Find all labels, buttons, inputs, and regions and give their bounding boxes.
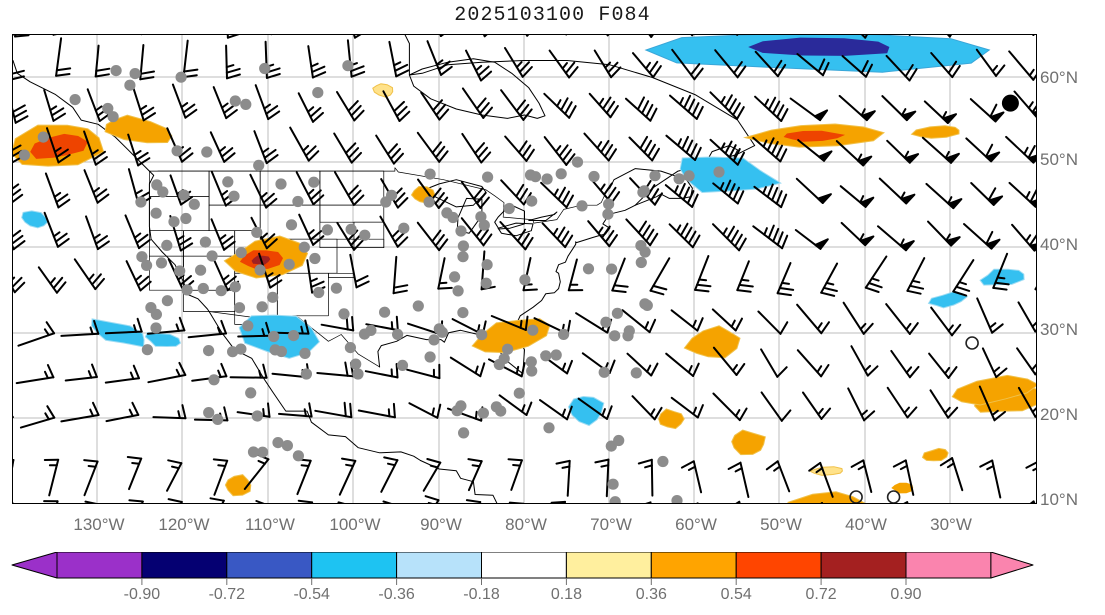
svg-text:-0.18: -0.18 bbox=[463, 586, 500, 600]
svg-text:0.90: 0.90 bbox=[890, 586, 921, 600]
svg-text:0.36: 0.36 bbox=[636, 586, 667, 600]
svg-text:-0.36: -0.36 bbox=[378, 586, 415, 600]
svg-text:-0.54: -0.54 bbox=[293, 586, 330, 600]
svg-text:0.54: 0.54 bbox=[721, 586, 752, 600]
svg-text:0.72: 0.72 bbox=[806, 586, 837, 600]
svg-text:-0.90: -0.90 bbox=[124, 586, 161, 600]
svg-text:-0.72: -0.72 bbox=[209, 586, 246, 600]
svg-text:0.18: 0.18 bbox=[551, 586, 582, 600]
